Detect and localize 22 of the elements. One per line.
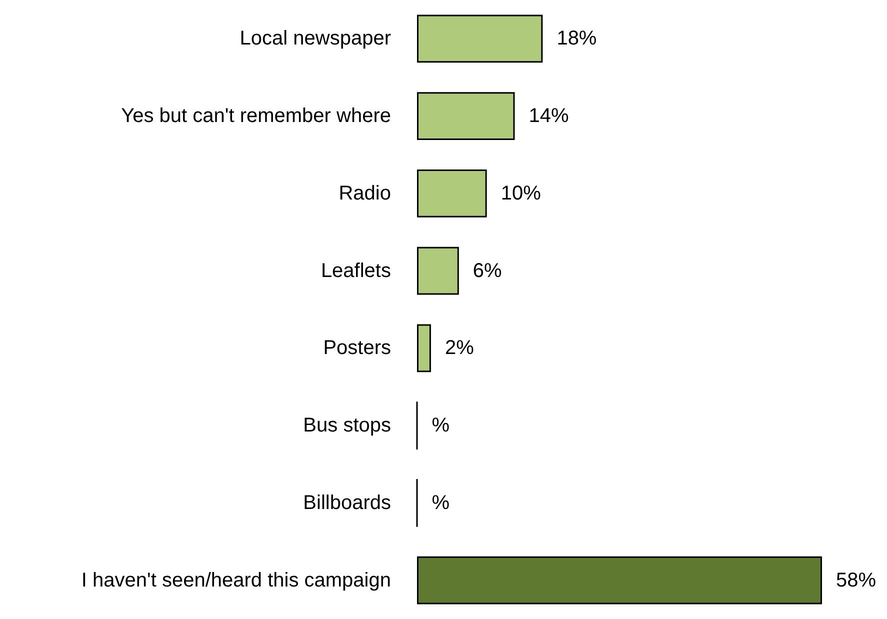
data-label: 18% [556, 28, 597, 50]
bar [417, 92, 515, 140]
data-label: % [432, 414, 450, 437]
bar [417, 246, 459, 295]
y-tick-label: Posters [323, 337, 391, 360]
y-tick-label: Leaflets [320, 260, 391, 282]
y-tick-label: I haven't seen/heard this campaign [81, 569, 391, 592]
bar [417, 14, 543, 63]
y-tick-label: Radio [338, 182, 391, 204]
bar [417, 324, 431, 372]
y-tick-label: Local newspaper [240, 28, 392, 50]
data-label: 14% [528, 105, 570, 128]
data-label: 58% [836, 569, 876, 592]
data-label: 2% [444, 337, 474, 360]
y-tick-label: Bus stops [303, 414, 391, 437]
y-tick-label: Yes but can't remember where [121, 105, 391, 128]
data-label: 6% [472, 260, 502, 282]
bar [417, 556, 822, 604]
data-label: % [432, 492, 450, 514]
bar [417, 169, 487, 218]
y-tick-label: Billboards [303, 492, 391, 514]
data-label: 10% [500, 182, 542, 204]
